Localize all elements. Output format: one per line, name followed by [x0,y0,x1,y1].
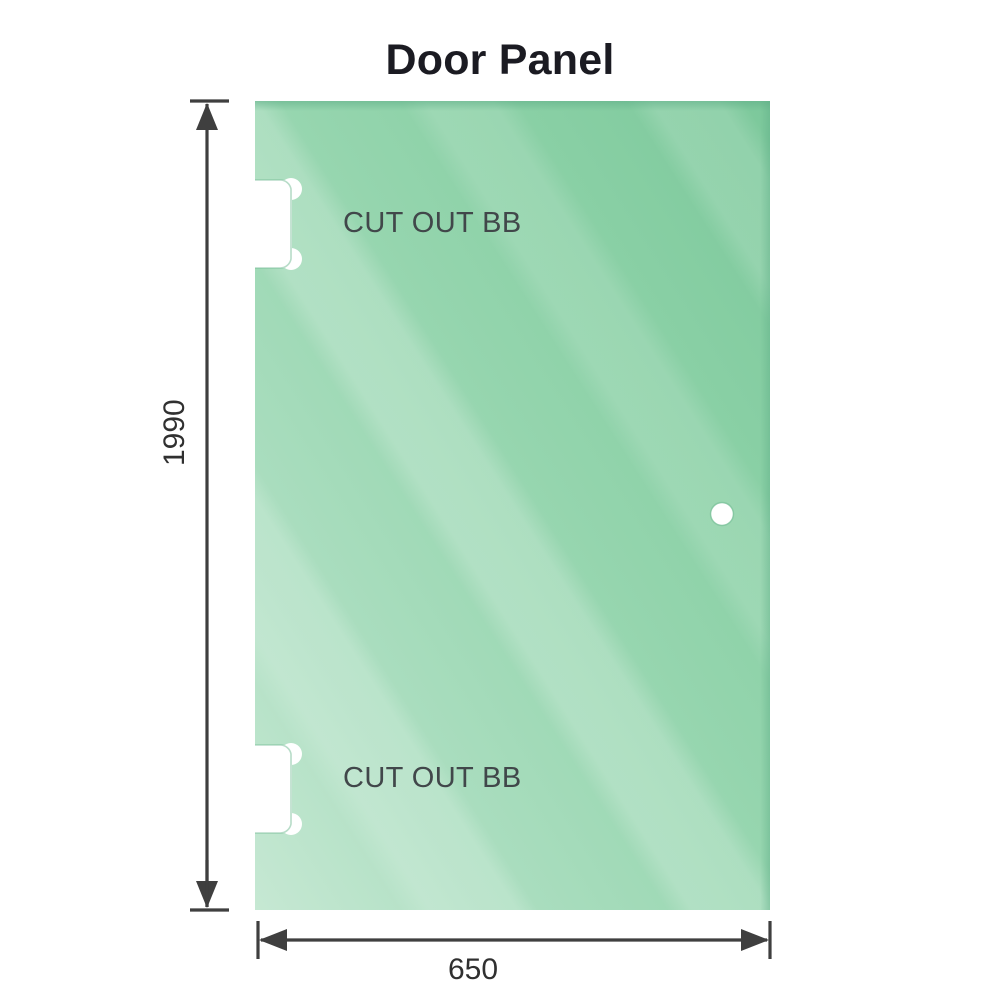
page-title: Door Panel [385,36,615,84]
dimension-height [190,99,229,912]
dimension-height-label: 1990 [158,399,191,466]
dimension-width [256,921,772,959]
glass-door-panel [255,101,770,910]
cutout-bottom [255,745,303,833]
cutout-top [255,180,303,268]
feature-edges [255,179,735,834]
handle-hole [711,503,734,526]
cutout-label-bottom: CUT OUT BB [343,762,522,794]
panel-body [255,101,770,910]
panel-graphic [255,101,770,910]
cutout-label-top: CUT OUT BB [343,207,522,239]
dimension-width-label: 650 [448,953,499,986]
